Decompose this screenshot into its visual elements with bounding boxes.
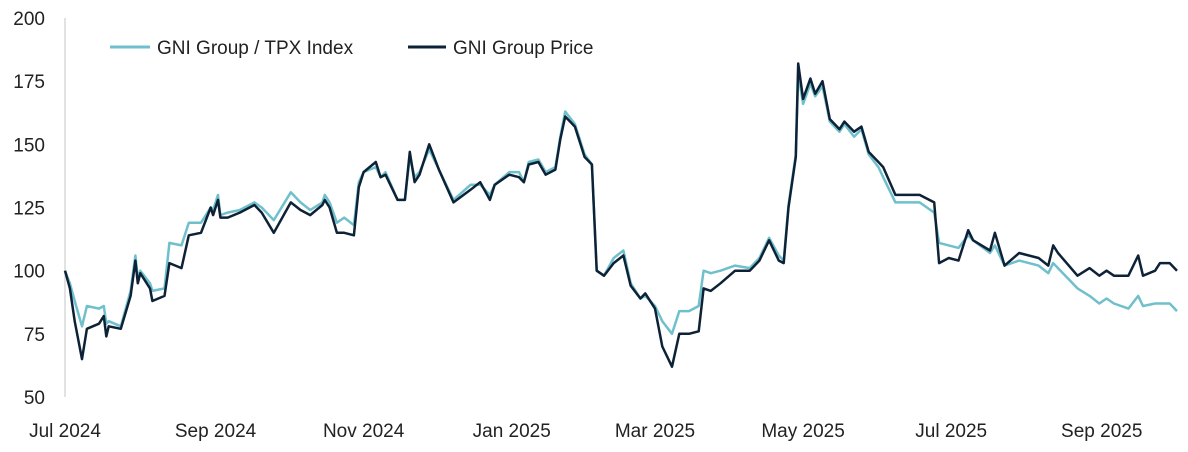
series-lines: [63, 62, 1178, 368]
series-line-price: [63, 62, 1178, 368]
y-tick-label: 100: [13, 262, 45, 283]
x-tick-label: Jul 2025: [915, 421, 987, 442]
y-tick-label: 75: [24, 325, 45, 346]
y-tick-label: 125: [13, 199, 45, 220]
y-tick-label: 150: [13, 135, 45, 156]
legend: GNI Group / TPX Index GNI Group Price: [110, 38, 593, 59]
y-tick-label: 175: [13, 72, 45, 93]
legend-label-price: GNI Group Price: [453, 38, 593, 59]
x-tick-label: Jul 2024: [29, 421, 101, 442]
x-tick-label: Jan 2025: [473, 421, 551, 442]
x-tick-labels: Jul 2024 Sep 2024 Nov 2024 Jan 2025 Mar 2025…: [29, 421, 1142, 442]
x-tick-label: Sep 2024: [175, 421, 257, 442]
y-tick-label: 200: [13, 9, 45, 30]
series-line-ratio: [63, 72, 1178, 336]
y-tick-label: 50: [24, 388, 45, 409]
x-tick-label: Sep 2025: [1061, 421, 1142, 442]
x-tick-label: Nov 2024: [323, 421, 405, 442]
y-tick-labels: 50 75 100 125 150 175 200: [13, 9, 45, 409]
x-tick-label: Mar 2025: [615, 421, 695, 442]
x-tick-label: May 2025: [761, 421, 844, 442]
legend-label-ratio: GNI Group / TPX Index: [157, 38, 354, 59]
